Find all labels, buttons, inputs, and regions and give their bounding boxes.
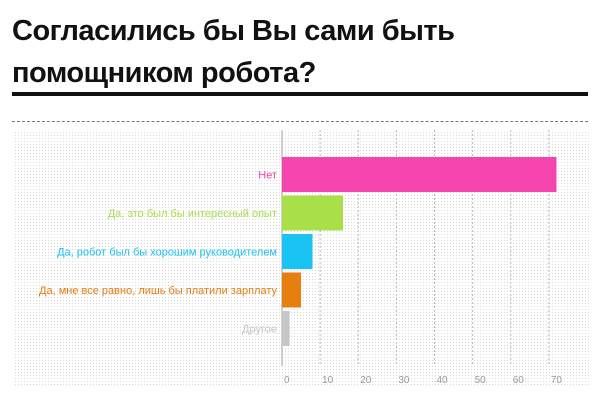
bar [282, 195, 343, 231]
x-tick-label: 0 [284, 375, 290, 386]
x-tick-label: 50 [475, 375, 487, 386]
category-label: Да, робот был бы хорошим руководителем [57, 247, 277, 259]
bar [282, 272, 302, 308]
category-label: Нет [258, 170, 277, 182]
x-tick-label: 30 [398, 375, 410, 386]
x-tick-label: 70 [551, 375, 563, 386]
category-label: Другое [242, 324, 277, 336]
x-tick-label: 20 [360, 375, 372, 386]
category-label: Да, мне все равно, лишь бы платили зарпл… [39, 285, 277, 297]
x-tick-label: 10 [322, 375, 334, 386]
x-tick-label: 40 [437, 375, 449, 386]
chart-title: Согласились бы Вы сами быть помощником р… [12, 15, 455, 89]
bar [282, 311, 290, 346]
bar [282, 234, 313, 269]
bar [282, 157, 557, 192]
x-tick-label: 60 [513, 375, 525, 386]
title-underline [12, 92, 588, 96]
category-label: Да, это был бы интересный опыт [108, 208, 277, 220]
dashed-divider [12, 121, 588, 122]
